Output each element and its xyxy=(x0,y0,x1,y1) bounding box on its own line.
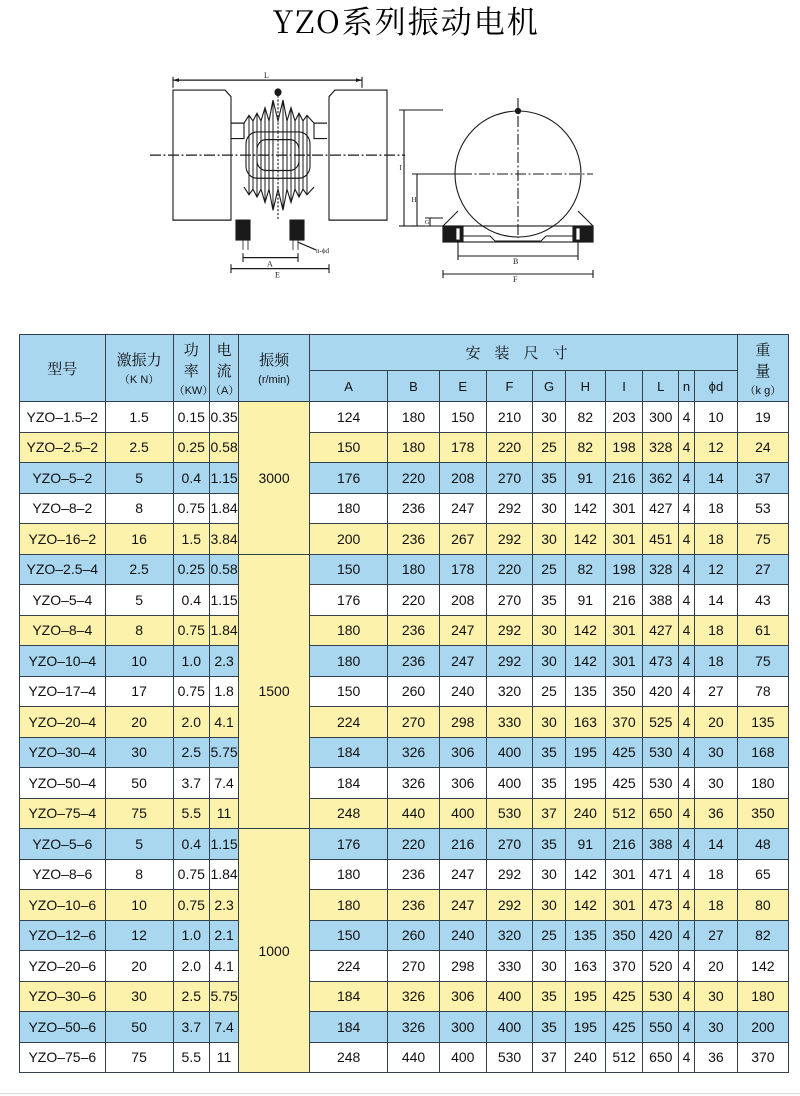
svg-text:B: B xyxy=(513,257,518,266)
svg-text:G: G xyxy=(425,220,430,226)
svg-text:I: I xyxy=(399,164,402,172)
svg-text:F: F xyxy=(513,275,518,284)
svg-text:H: H xyxy=(411,196,416,204)
svg-text:n-ϕd: n-ϕd xyxy=(316,246,329,255)
svg-text:L: L xyxy=(264,71,269,80)
svg-text:A: A xyxy=(267,259,274,268)
svg-text:E: E xyxy=(275,270,280,279)
